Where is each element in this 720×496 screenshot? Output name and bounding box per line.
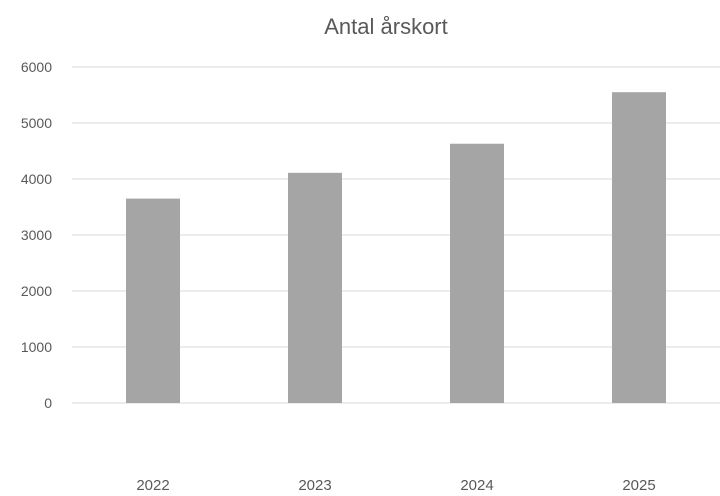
x-axis-category-labels: 2022 2023 2024 2025: [136, 477, 655, 494]
x-category-label: 2025: [622, 477, 655, 491]
y-tick-label: 0: [44, 395, 52, 411]
y-tick-label: 6000: [21, 59, 52, 75]
bar-2022: [126, 198, 180, 403]
y-tick-label: 5000: [21, 115, 52, 131]
y-axis-tick-labels: 0 1000 2000 3000 4000 5000 6000: [21, 59, 52, 411]
bars: [126, 92, 666, 403]
bar-2024: [450, 143, 504, 403]
bar-2023: [288, 172, 342, 403]
chart-title: Antal årskort: [324, 14, 448, 39]
bar-2025: [612, 92, 666, 403]
x-category-label: 2022: [136, 477, 169, 491]
y-tick-label: 3000: [21, 227, 52, 243]
y-tick-label: 1000: [21, 339, 52, 355]
x-category-label: 2023: [298, 477, 331, 491]
y-tick-label: 4000: [21, 171, 52, 187]
x-category-label: 2024: [460, 477, 493, 491]
y-tick-label: 2000: [21, 283, 52, 299]
